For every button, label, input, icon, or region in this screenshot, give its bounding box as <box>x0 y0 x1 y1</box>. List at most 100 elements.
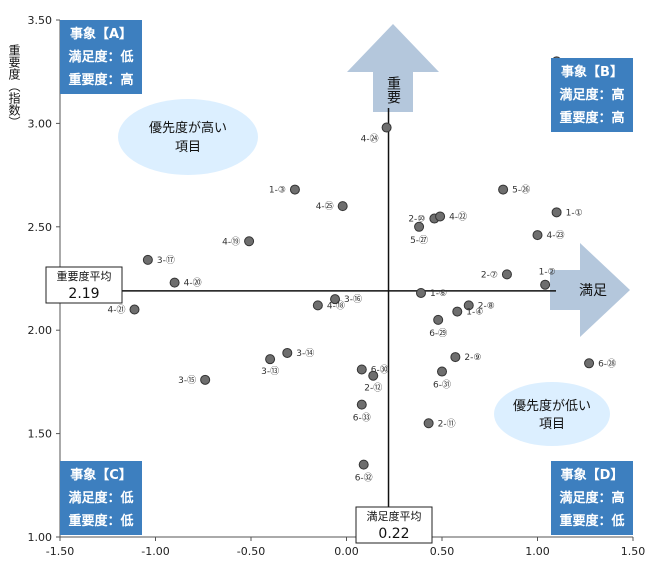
data-point-label: 3-⑰ <box>157 255 175 266</box>
direction-arrows: 重要 満足 <box>347 24 630 337</box>
quadrant-box-text: 満足度：低 <box>68 49 133 65</box>
data-point <box>498 184 509 195</box>
data-point <box>356 364 367 375</box>
data-point-label: 2-⑦ <box>481 270 498 280</box>
x-tick-label: -1.50 <box>46 545 74 558</box>
quadrant-box-text: 事象【A】 <box>70 26 132 42</box>
data-point <box>265 354 276 365</box>
plot-frame <box>59 20 633 538</box>
quadrant-box-bg <box>60 461 142 535</box>
data-point <box>356 399 367 410</box>
x-tick-label: 1.00 <box>525 545 550 558</box>
low-priority-label-1: 優先度が低い <box>513 398 591 414</box>
priority-bubbles: 優先度が高い 項目 優先度が低い 項目 <box>118 99 610 446</box>
data-point-label: 1-① <box>566 208 583 218</box>
data-point-label: 6-㉚ <box>371 364 389 375</box>
quadrant-box-text: 重要度：高 <box>68 72 133 88</box>
low-priority-label-2: 項目 <box>539 417 565 432</box>
y-tick-label: 2.50 <box>28 221 53 234</box>
data-point-label: 4-㉔ <box>361 134 379 145</box>
data-point-label: 3-⑭ <box>296 348 314 359</box>
quadrant-box-bg <box>551 461 633 535</box>
data-point <box>584 358 595 369</box>
data-point <box>169 277 180 288</box>
data-point-label: 2-⑧ <box>478 301 495 311</box>
data-point-label: 4-⑲ <box>222 236 240 247</box>
y-axis-title: 重要度（指数） <box>7 44 21 128</box>
data-point <box>435 211 446 222</box>
x-average-value: 0.22 <box>378 526 409 542</box>
data-point-label: 6-㉘ <box>598 358 616 369</box>
quadrant-box-bg <box>551 58 633 132</box>
y-average-title: 重要度平均 <box>57 269 112 283</box>
data-point-label: 6-㉝ <box>353 413 371 424</box>
data-point <box>540 279 551 290</box>
quadrant-box-bg <box>60 20 142 94</box>
data-point <box>452 306 463 317</box>
data-points: 1-⑤4-㉔1-③4-㉕2-⑩4-㉒5-㉖1-①5-㉗4-㉓4-⑲3-⑰4-⑳1… <box>108 56 616 484</box>
data-point-label: 2-⑪ <box>438 418 456 429</box>
x-average-box: 満足度平均 0.22 <box>355 506 433 544</box>
data-point-label: 1-③ <box>269 186 286 196</box>
data-point-label: 1-④ <box>466 308 483 318</box>
y-average-value: 2.19 <box>68 286 99 302</box>
data-point <box>200 374 211 385</box>
data-point-label: 1-⑥ <box>430 289 447 299</box>
quadrant-box-text: 事象【C】 <box>70 467 132 483</box>
y-tick-label: 3.50 <box>28 14 53 27</box>
data-point-label: 4-㉓ <box>547 230 565 241</box>
arrow-up-important <box>347 24 439 112</box>
data-point <box>330 294 341 305</box>
data-point <box>463 300 474 311</box>
x-tick-label: 0.50 <box>430 545 455 558</box>
data-point-label: 6-㉙ <box>429 328 447 339</box>
data-point <box>381 122 392 133</box>
data-point <box>501 269 512 280</box>
quadrant-boxes: 事象【A】満足度：低重要度：高事象【B】満足度：高重要度：高事象【C】満足度：低… <box>60 20 633 535</box>
high-priority-label-1: 優先度が高い <box>149 120 227 136</box>
data-point-label: 4-⑳ <box>184 278 202 289</box>
arrow-right-label: 満足 <box>579 283 607 299</box>
high-priority-bubble <box>118 99 258 175</box>
y-tick-label: 3.00 <box>28 117 53 130</box>
data-point <box>142 254 153 265</box>
data-point-label: 1-② <box>539 268 556 278</box>
y-tick-label: 2.00 <box>28 324 53 337</box>
quadrant-box-text: 事象【B】 <box>561 64 623 80</box>
axis-ticks: -1.50 -1.00 -0.50 0.00 0.50 1.00 1.50 1.00 1.50 2… <box>28 14 646 558</box>
data-point <box>282 347 293 358</box>
data-point-label: 3-⑮ <box>178 375 196 386</box>
arrow-right-satisfied <box>550 243 630 337</box>
data-point-label: 6-㉛ <box>433 380 451 391</box>
y-average-box: 重要度平均 2.19 <box>45 266 123 304</box>
arrow-up-label: 重要 <box>385 76 401 104</box>
data-point <box>433 314 444 325</box>
quadrant-box-text: 満足度：高 <box>559 490 624 506</box>
x-tick-label: 1.50 <box>621 545 646 558</box>
data-point-label: 6-㉜ <box>355 473 373 484</box>
average-lines <box>122 108 556 537</box>
y-axis-label: 重要度（指数） <box>7 44 21 128</box>
low-priority-bubble <box>494 382 610 446</box>
data-point <box>337 201 348 212</box>
data-point-label: 4-⑱ <box>327 300 345 311</box>
data-point-label: 4-㉕ <box>316 201 334 212</box>
data-point <box>532 230 543 241</box>
data-point-label: 4-㉑ <box>108 305 126 316</box>
quadrant-box-text: 満足度：高 <box>559 87 624 103</box>
data-point-label: 4-㉒ <box>449 211 467 222</box>
data-point <box>129 304 140 315</box>
data-point-label: 3-⑯ <box>344 294 362 305</box>
data-point <box>415 287 426 298</box>
data-point-label: 2-⑨ <box>464 353 481 363</box>
data-point <box>358 459 369 470</box>
x-tick-label: -1.00 <box>141 545 169 558</box>
data-point <box>414 221 425 232</box>
data-point <box>551 207 562 218</box>
x-tick-label: 0.00 <box>334 545 359 558</box>
